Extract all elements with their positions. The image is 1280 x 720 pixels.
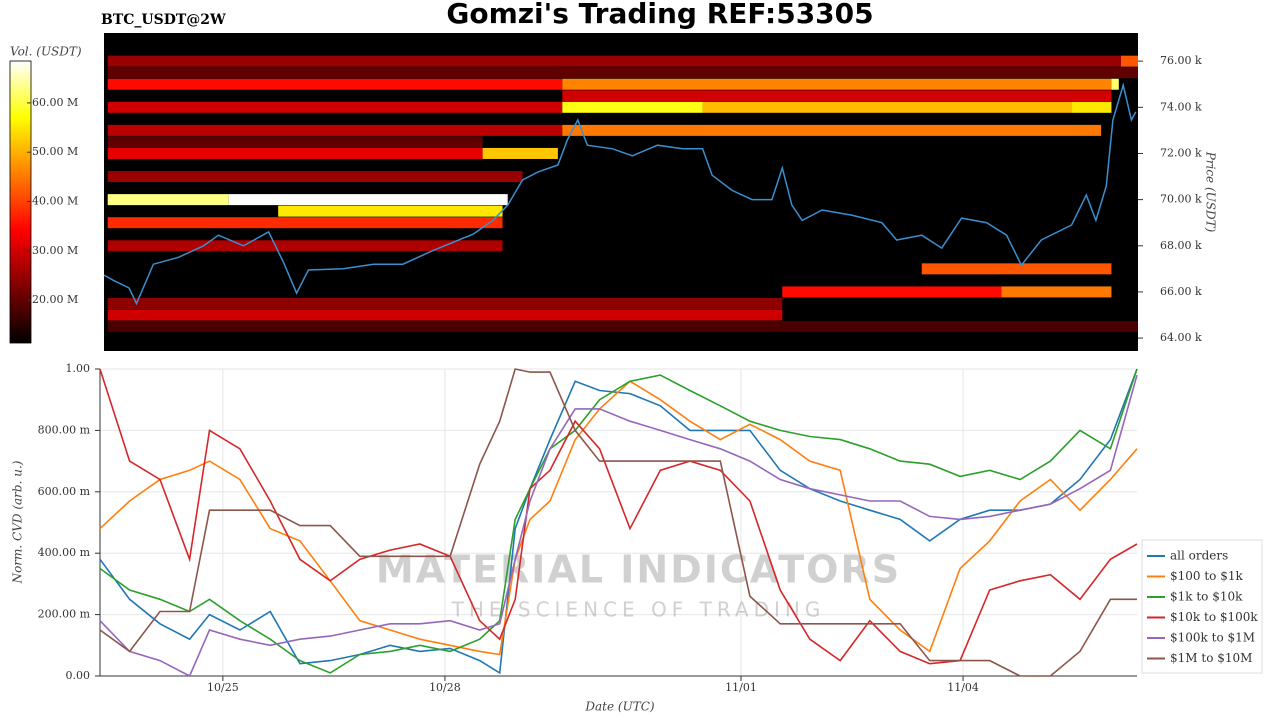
chart-subtitle: BTC_USDT@2W [101,12,226,28]
heat-cell [562,124,1102,136]
legend-label: $10k to $100k [1170,610,1258,624]
heat-cell [782,286,1002,298]
heatmap: 64.00 k 66.00 k 68.00 k 70.00 k 72.00 k 74.00… [9,33,1202,351]
heat-cell [562,101,703,113]
heat-cell [1121,55,1138,67]
chart-title: Gomzi's Trading REF:53305 [446,0,873,30]
heat-cell [107,171,523,183]
heat-cell [107,194,229,206]
y-tick-label: 66.00 k [1160,285,1202,298]
x-tick-label: 11/04 [947,681,979,694]
heat-cell [562,78,1112,90]
heat-cell [107,78,563,90]
legend-label: $100k to $1M [1170,631,1255,645]
heat-cell [228,194,508,206]
colorbar-tick-label: 20.00 M [32,293,78,306]
y-tick-label: 64.00 k [1160,331,1202,344]
heat-cell [482,147,558,159]
x-axis-label: Date (UTC) [584,700,654,714]
y-tick-label: 74.00 k [1160,100,1202,113]
heat-cell [278,205,503,217]
y-tick-label: 68.00 k [1160,239,1202,252]
heat-cell [107,321,1139,333]
colorbar-tick-label: 50.00 M [32,145,78,158]
heat-cell [107,55,1122,67]
price-line [103,82,1137,306]
series-line [99,368,1138,675]
legend-box [1141,539,1263,674]
x-tick-label: 10/25 [207,681,239,694]
x-tick-label: 10/28 [429,681,461,694]
legend-label: $100 to $1k [1170,569,1243,583]
heat-cell [107,67,1139,79]
heat-cell [702,101,1072,113]
y-axis-label: Norm. CVD (arb. u.) [11,460,25,584]
legend-label: $1M to $10M [1170,651,1252,665]
series-line [99,380,1138,656]
y-tick-label: 76.00 k [1160,54,1202,67]
heat-cell [107,136,483,148]
y-tick-label: 1.00 [66,362,91,375]
series-line [99,368,1138,674]
y-tick-label: 800.00 m [38,423,91,436]
series-line [99,374,1138,678]
series-line [99,368,1137,677]
heat-cell [921,263,1112,275]
heat-cell [1111,78,1119,90]
y-tick-label: 70.00 k [1160,193,1202,206]
heat-cell [107,309,783,321]
y-tick-label: 72.00 k [1160,146,1202,159]
colorbar-tick-label: 30.00 M [32,244,78,257]
heat-cell [107,217,503,229]
watermark-subtitle: THE SCIENCE OF TRADING [451,598,826,622]
y-tick-label: 0.00 [66,669,91,682]
legend-label: $1k to $10k [1170,590,1243,604]
colorbar-tick-label: 40.00 M [32,195,78,208]
heat-cell [1001,286,1112,298]
colorbar-tick-label: 60.00 M [32,96,78,109]
heat-cell [107,240,503,252]
x-tick-label: 11/01 [725,681,757,694]
heat-cell [1071,101,1112,113]
heat-cell [107,297,783,309]
legend-label: all orders [1170,549,1228,563]
heat-cell [107,124,563,136]
heat-cell [107,147,483,159]
heat-cell [562,90,1112,102]
watermark-title: MATERIAL INDICATORS [376,548,901,592]
y-tick-label: 600.00 m [38,485,91,498]
y-tick-label: 400.00 m [38,546,91,559]
heat-cell [107,101,563,113]
cvd-chart: 0.00 200.00 m 400.00 m 600.00 m 800.00 m 1.00… [38,362,1263,694]
colorbar-label: Vol. (USDT) [10,45,82,59]
y-tick-label: 200.00 m [38,608,91,621]
y-axis-label: Price (USDT) [1204,151,1218,233]
